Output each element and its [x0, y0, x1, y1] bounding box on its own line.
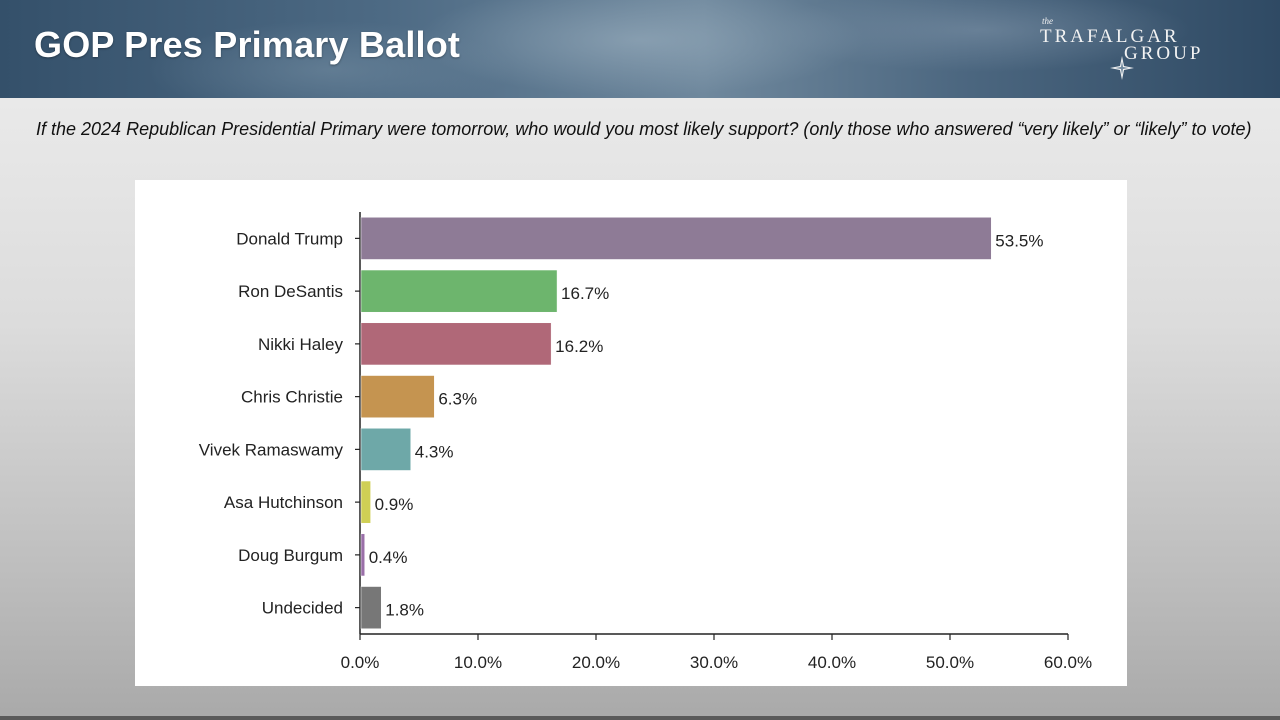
- category-label: Undecided: [262, 599, 343, 618]
- x-tick-label: 60.0%: [1044, 653, 1092, 672]
- bar: [360, 480, 371, 524]
- bar: [360, 533, 365, 577]
- bar-value-label: 6.3%: [438, 390, 477, 409]
- page-title: GOP Pres Primary Ballot: [34, 24, 461, 65]
- category-label: Chris Christie: [241, 388, 343, 407]
- category-label: Doug Burgum: [238, 546, 343, 565]
- bar-chart: 0.0% 10.0% 20.0% 30.0% 40.0% 50.0% 60.0% Donald…: [199, 212, 1092, 672]
- bar: [360, 586, 382, 629]
- bar-value-label: 0.4%: [369, 548, 408, 567]
- bar: [360, 375, 435, 418]
- x-tick-label: 40.0%: [808, 653, 856, 672]
- header-banner: GOP Pres Primary Ballot the TRAFALGAR GR…: [0, 0, 1280, 98]
- category-label: Asa Hutchinson: [224, 493, 343, 512]
- logo-text-line2: GROUP: [1124, 43, 1204, 64]
- category-label: Ron DeSantis: [238, 282, 343, 301]
- bar-value-label: 16.7%: [561, 284, 609, 303]
- bar-value-label: 1.8%: [385, 601, 424, 620]
- bottom-divider: [0, 716, 1280, 720]
- survey-question: If the 2024 Republican Presidential Prim…: [36, 119, 1252, 139]
- bar: [360, 428, 411, 471]
- x-tick-label: 0.0%: [341, 653, 380, 672]
- bar-value-label: 16.2%: [555, 337, 603, 356]
- trafalgar-group-logo: the TRAFALGAR GROUP: [1036, 16, 1236, 84]
- bar-value-label: 0.9%: [375, 495, 414, 514]
- category-label: Vivek Ramaswamy: [199, 440, 344, 459]
- compass-star-icon: [1110, 56, 1134, 80]
- category-label: Donald Trump: [236, 229, 343, 248]
- x-tick-label: 10.0%: [454, 653, 502, 672]
- x-tick-label: 50.0%: [926, 653, 974, 672]
- bar: [360, 217, 992, 260]
- x-tick-label: 30.0%: [690, 653, 738, 672]
- category-label: Nikki Haley: [258, 335, 344, 354]
- chart-panel: 0.0% 10.0% 20.0% 30.0% 40.0% 50.0% 60.0% Donald…: [135, 180, 1127, 686]
- x-tick-label: 20.0%: [572, 653, 620, 672]
- logo-text-the: the: [1042, 16, 1053, 26]
- bar-value-label: 53.5%: [995, 231, 1043, 250]
- bar: [360, 269, 558, 313]
- logo-text-line1: TRAFALGAR: [1040, 26, 1180, 47]
- bar: [360, 322, 552, 366]
- bar-value-label: 4.3%: [415, 442, 454, 461]
